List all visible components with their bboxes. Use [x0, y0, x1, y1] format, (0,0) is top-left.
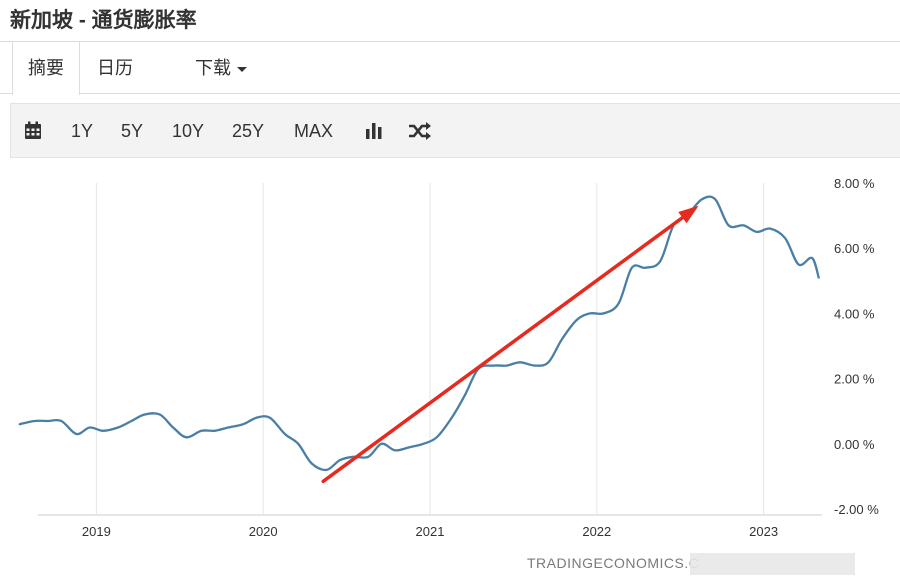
- credit-blur: [690, 553, 855, 575]
- arrow-head: [678, 205, 699, 224]
- calendar-button[interactable]: [24, 104, 42, 159]
- page-title: 新加坡 - 通货膨胀率: [10, 9, 197, 32]
- grid-lines: [38, 183, 822, 516]
- y-tick-label: 8.00 %: [834, 176, 875, 191]
- x-axis: 2019 2020 2021 2022 2023: [82, 524, 778, 539]
- chart-credit: TRADINGECONOMICS.C: [527, 555, 699, 571]
- y-tick-label: 4.00 %: [834, 306, 875, 321]
- tab-download[interactable]: 下载: [195, 42, 247, 94]
- tab-summary[interactable]: 摘要: [12, 42, 80, 95]
- range-5y-button[interactable]: 5Y: [121, 121, 144, 141]
- series-line: [18, 195, 820, 472]
- y-tick-label: 6.00 %: [834, 241, 875, 256]
- shuffle-icon: [409, 122, 431, 140]
- x-tick-label: 2020: [249, 524, 278, 539]
- range-1y-button[interactable]: 1Y: [71, 121, 94, 141]
- annotation-arrow: [321, 205, 699, 484]
- y-tick-label: -2.00 %: [834, 502, 879, 517]
- chart-toolbar: 1Y 5Y 10Y 25Y MAX: [10, 103, 900, 158]
- y-tick-label: 0.00 %: [834, 437, 875, 452]
- bar-chart-icon: [366, 123, 382, 139]
- y-axis: 8.00 % 6.00 % 4.00 % 2.00 % 0.00 % -2.00 %: [834, 176, 879, 517]
- tab-bar: 摘要 日历 下载: [0, 41, 900, 95]
- tab-calendar[interactable]: 日历: [97, 42, 133, 94]
- inflation-chart: 2019 2020 2021 2022 2023 8.00 % 6.00 % 4.00 % 2…: [18, 176, 879, 575]
- x-tick-label: 2023: [749, 524, 778, 539]
- compare-button[interactable]: [408, 104, 432, 159]
- tab-summary-label: 摘要: [28, 58, 64, 78]
- tab-download-label: 下载: [195, 58, 231, 78]
- range-25y-button[interactable]: 25Y: [232, 121, 265, 141]
- range-max-button[interactable]: MAX: [294, 121, 334, 141]
- calendar-icon: [25, 121, 41, 139]
- x-tick-label: 2019: [82, 524, 111, 539]
- tab-calendar-label: 日历: [97, 58, 133, 78]
- y-tick-label: 2.00 %: [834, 372, 875, 387]
- range-10y-button[interactable]: 10Y: [172, 121, 205, 141]
- chart-type-button[interactable]: [364, 104, 384, 159]
- x-tick-label: 2021: [416, 524, 445, 539]
- x-tick-label: 2022: [582, 524, 611, 539]
- arrow-shaft: [321, 215, 685, 484]
- caret-down-icon: [237, 66, 247, 72]
